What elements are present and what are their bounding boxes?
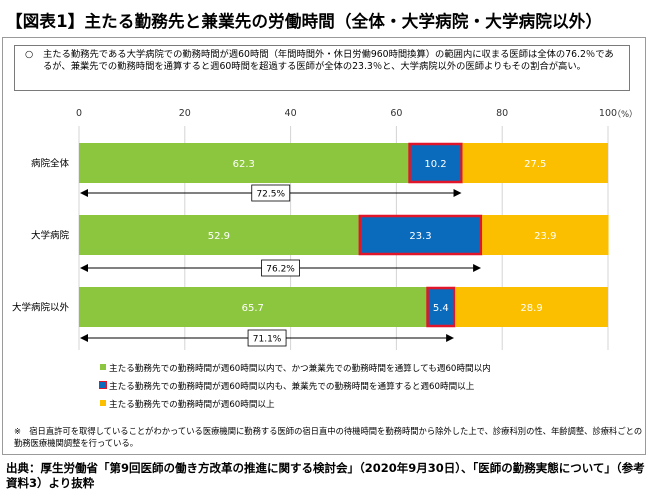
- x-tick-label: 80: [496, 108, 508, 119]
- bracket-label-box: [247, 329, 287, 347]
- data-label: 28.9: [520, 303, 542, 314]
- legend-label-green: 主たる勤務先での勤務時間が週60時間以内で、かつ兼業先での勤務時間を通算しても週…: [109, 364, 491, 374]
- bracket-label-box: [251, 184, 291, 202]
- bar-highlight-border: [426, 286, 456, 328]
- bar-segment: [426, 287, 456, 327]
- page-title: 【図表1】主たる勤務先と兼業先の労働時間（全体・大学病院・大学病院以外）: [6, 12, 603, 31]
- bar-highlight-border: [408, 142, 463, 184]
- bar-segment: [79, 215, 359, 255]
- bar-segment: [79, 143, 409, 183]
- x-tick-label: 20: [179, 108, 191, 119]
- category-label: 大学病院以外: [12, 302, 70, 314]
- legend-label-blue: 主たる勤務先での勤務時間が週60時間以内も、兼業先での勤務時間を通算すると週60…: [109, 382, 475, 392]
- note-bullet: ○: [25, 49, 34, 60]
- bracket-label-box: [261, 259, 300, 277]
- bar-segment: [455, 287, 608, 327]
- data-label: 52.9: [208, 231, 230, 242]
- legend-swatch-orange: [100, 400, 106, 406]
- data-label: 10.2: [424, 159, 446, 170]
- bar-segment: [482, 215, 609, 255]
- bar-segment: [408, 143, 463, 183]
- data-label: 65.7: [242, 303, 264, 314]
- data-label: 5.4: [433, 303, 449, 314]
- bar-segment: [358, 215, 483, 255]
- source-citation: 出典：厚生労働省「第9回医師の働き方改革の推進に関する検討会」（2020年9月3…: [6, 461, 645, 490]
- bar-highlight-border: [358, 214, 483, 256]
- category-label: 病院全体: [31, 158, 70, 170]
- bar-segment: [462, 143, 608, 183]
- data-label: 23.9: [534, 231, 556, 242]
- note-text: 主たる勤務先である大学病院での勤務時間が週60時間（年間時間外・休日労働960時…: [43, 49, 614, 73]
- data-label: 27.5: [524, 159, 546, 170]
- legend-item-orange: 主たる勤務先での勤務時間が週60時間以上: [100, 398, 275, 410]
- figure-frame: [2, 37, 646, 455]
- x-tick-label: 100: [599, 108, 617, 119]
- summary-note-box: ○ 主たる勤務先である大学病院での勤務時間が週60時間（年間時間外・休日労働96…: [14, 45, 630, 91]
- legend-swatch-blue: [99, 381, 107, 389]
- legend-label-orange: 主たる勤務先での勤務時間が週60時間以上: [109, 400, 275, 410]
- x-tick-label: 40: [285, 108, 297, 119]
- x-tick-label: 60: [390, 108, 402, 119]
- legend-item-blue: 主たる勤務先での勤務時間が週60時間以内も、兼業先での勤務時間を通算すると週60…: [99, 380, 475, 392]
- x-tick-label: 0: [76, 108, 82, 119]
- footnote: ※ 宿日直許可を取得していることがわかっている医療機関に勤務する医師の宿日直中の…: [14, 426, 643, 448]
- legend-item-green: 主たる勤務先での勤務時間が週60時間以内で、かつ兼業先での勤務時間を通算しても週…: [100, 362, 491, 374]
- bracket-label: 76.2%: [266, 265, 295, 275]
- unit-label: （%）: [612, 109, 637, 120]
- bracket-label: 72.5%: [256, 190, 285, 200]
- bar-segment: [79, 287, 427, 327]
- bracket-label: 71.1%: [253, 335, 282, 345]
- data-label: 62.3: [233, 159, 255, 170]
- legend-swatch-green: [100, 364, 106, 370]
- data-label: 23.3: [409, 231, 431, 242]
- category-label: 大学病院: [31, 230, 70, 242]
